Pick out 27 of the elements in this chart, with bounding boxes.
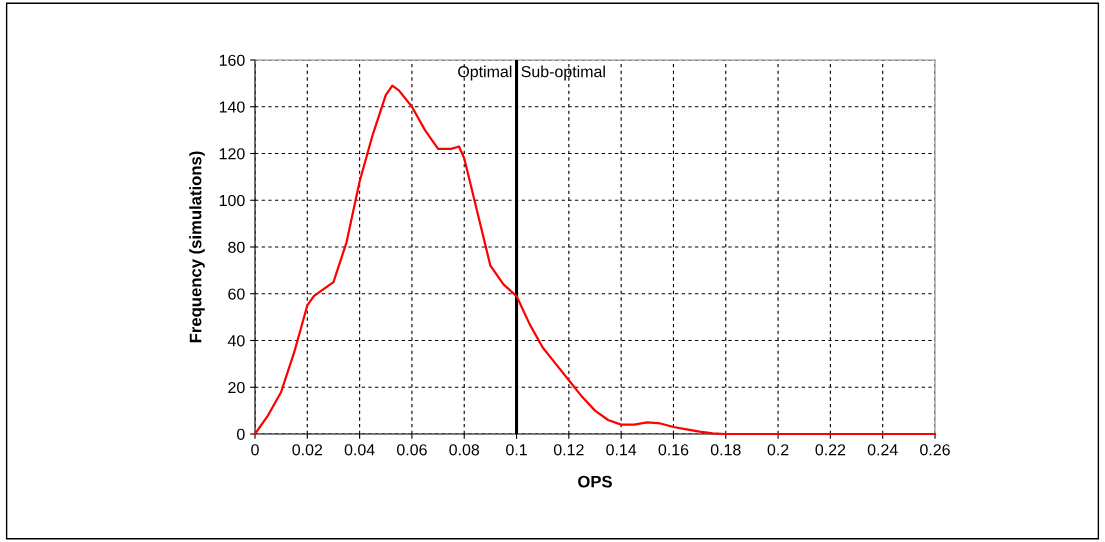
x-tick-label: 0.08 (449, 444, 480, 456)
x-tick-label: 0 (251, 444, 259, 456)
x-tick-label: 0.26 (920, 444, 950, 456)
y-tick-label: 140 (219, 101, 245, 113)
x-tick-label: 0.14 (606, 444, 637, 456)
x-tick-label: 0.12 (553, 444, 584, 456)
x-tick-label: 0.22 (815, 444, 846, 456)
x-tick-label: 0.16 (658, 444, 689, 456)
y-tick-label: 60 (228, 288, 245, 300)
y-tick-label: 120 (219, 148, 245, 160)
x-tick-label: 0.24 (867, 444, 898, 456)
y-tick-label: 160 (219, 54, 245, 66)
y-tick-label: 80 (228, 241, 245, 253)
x-tick-label: 0.18 (710, 444, 741, 456)
y-tick-label: 40 (227, 335, 245, 347)
y-tick-label: 100 (219, 194, 245, 207)
x-tick-label: 0.02 (292, 444, 323, 456)
y-axis-title: Frequency (simulations) (189, 151, 205, 343)
x-tick-label: 0.2 (767, 444, 789, 456)
y-tick-label: 20 (228, 381, 245, 394)
x-axis-title: OPS (578, 475, 612, 488)
annotation: Optimal (458, 65, 512, 81)
x-tick-label: 0.04 (344, 444, 375, 456)
y-tick-label: 0 (237, 428, 245, 440)
x-tick-label: 0.06 (397, 444, 427, 456)
annotation: Sub-optimal (521, 65, 605, 81)
x-tick-label: 0.1 (506, 444, 527, 456)
